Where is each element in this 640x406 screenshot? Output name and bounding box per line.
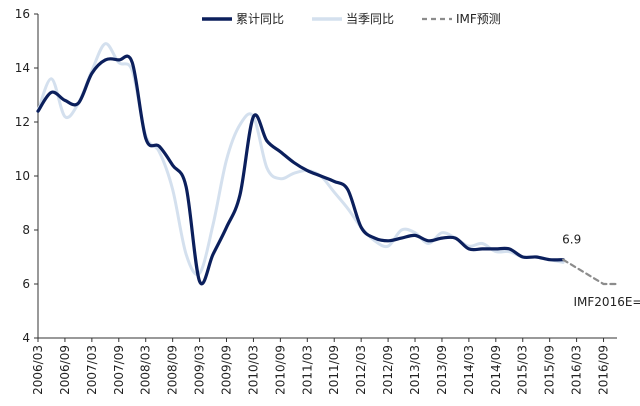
annotations: 6.9 IMF2016E=6.3 bbox=[562, 233, 640, 309]
legend-label-quarterly: 当季同比 bbox=[346, 12, 394, 26]
series-line-forecast bbox=[562, 258, 619, 286]
x-tick-label: 2007/03 bbox=[85, 345, 99, 395]
y-tick-label: 14 bbox=[15, 61, 30, 75]
legend: 累计同比 当季同比 IMF预测 bbox=[202, 12, 501, 26]
y-tick-label: 10 bbox=[15, 169, 30, 183]
series-line-quarterly bbox=[36, 42, 565, 276]
x-tick-label: 2010/03 bbox=[246, 345, 260, 395]
x-tick-label: 2013/09 bbox=[435, 345, 449, 395]
legend-label-cumulative: 累计同比 bbox=[236, 12, 284, 26]
x-tick-label: 2007/09 bbox=[112, 345, 126, 395]
x-axis-ticks: 2006/03 2006/09 2007/03 2007/09 2008/03 2008/… bbox=[31, 338, 611, 395]
x-tick-label: 2006/03 bbox=[31, 345, 45, 395]
x-tick-label: 2006/09 bbox=[58, 345, 72, 395]
x-tick-label: 2008/03 bbox=[139, 345, 153, 395]
x-tick-label: 2016/03 bbox=[570, 345, 584, 395]
x-tick-label: 2015/03 bbox=[516, 345, 530, 395]
x-tick-label: 2009/09 bbox=[220, 345, 234, 395]
y-tick-label: 8 bbox=[22, 223, 30, 237]
x-tick-label: 2012/09 bbox=[381, 345, 395, 395]
x-tick-label: 2014/09 bbox=[489, 345, 503, 395]
x-tick-label: 2013/03 bbox=[408, 345, 422, 395]
y-tick-label: 12 bbox=[15, 115, 30, 129]
y-axis-ticks: 4 6 8 10 12 14 16 bbox=[15, 7, 38, 345]
x-tick-label: 2009/03 bbox=[193, 345, 207, 395]
y-tick-label: 6 bbox=[22, 277, 30, 291]
y-tick-label: 16 bbox=[15, 7, 30, 21]
x-tick-label: 2008/09 bbox=[166, 345, 180, 395]
y-tick-label: 4 bbox=[22, 331, 30, 345]
x-tick-label: 2011/09 bbox=[327, 345, 341, 395]
x-tick-label: 2010/09 bbox=[273, 345, 287, 395]
x-tick-label: 2012/03 bbox=[354, 345, 368, 395]
x-tick-label: 2015/09 bbox=[543, 345, 557, 395]
annotation-label: 6.9 bbox=[562, 233, 581, 247]
axes: 4 6 8 10 12 14 16 2006/03 2006/09 2007/03 2007/09… bbox=[15, 7, 617, 395]
x-tick-label: 2014/03 bbox=[462, 345, 476, 395]
x-tick-label: 2016/09 bbox=[597, 345, 611, 395]
annotation-label: IMF2016E=6.3 bbox=[574, 295, 640, 309]
series-layer bbox=[36, 42, 619, 286]
x-tick-label: 2011/03 bbox=[300, 345, 314, 395]
legend-label-forecast: IMF预测 bbox=[456, 12, 501, 26]
series-line-cumulative bbox=[36, 54, 565, 286]
